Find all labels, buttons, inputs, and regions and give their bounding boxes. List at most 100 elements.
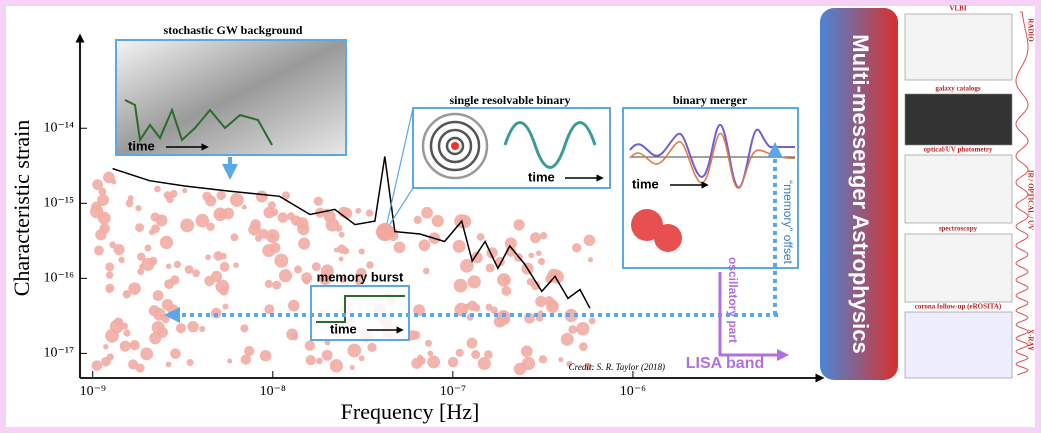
source-dot xyxy=(264,279,273,288)
source-dot xyxy=(182,187,188,194)
source-dot xyxy=(337,244,347,254)
source-dot xyxy=(520,345,533,358)
source-dot xyxy=(173,260,182,269)
source-dot xyxy=(123,329,131,337)
source-dot xyxy=(304,340,316,351)
source-dot xyxy=(215,279,230,294)
source-dot xyxy=(103,171,115,184)
source-dot xyxy=(233,262,239,268)
source-dot xyxy=(587,257,594,263)
source-dot xyxy=(564,308,578,323)
x-label: Frequency [Hz] xyxy=(341,399,480,424)
source-dot xyxy=(588,317,596,325)
source-dot xyxy=(156,326,168,338)
source-dot xyxy=(135,205,142,212)
source-dot xyxy=(501,285,512,296)
source-dot xyxy=(547,268,561,282)
source-dot xyxy=(321,349,333,361)
source-dot xyxy=(216,190,226,201)
source-dot xyxy=(241,204,247,210)
source-dot xyxy=(418,239,431,252)
side-panels: VLBI galaxy catalogs optical/UV photometry… xyxy=(904,5,1034,379)
y-tick-label: 10⁻¹⁷ xyxy=(44,346,75,361)
source-dot xyxy=(159,235,174,250)
source-dot xyxy=(199,325,206,333)
source-dot xyxy=(165,263,172,270)
inset-wave xyxy=(316,295,405,323)
source-dot xyxy=(537,310,544,316)
source-dot xyxy=(92,179,103,191)
source-dot xyxy=(413,215,422,225)
source-dot xyxy=(338,231,345,238)
mm-banner xyxy=(820,8,898,380)
source-dot xyxy=(175,323,186,334)
source-dot xyxy=(164,279,174,290)
source-dot xyxy=(118,256,125,264)
source-dot xyxy=(313,196,323,206)
panel xyxy=(904,233,1013,303)
source-dot xyxy=(455,348,464,357)
source-dot xyxy=(292,334,299,341)
spectrum-wave xyxy=(1015,11,1029,376)
source-dot xyxy=(97,211,111,225)
inset-wave xyxy=(629,124,795,189)
binary-source xyxy=(376,223,394,241)
source-dot xyxy=(297,222,310,236)
inset-title: stochastic GW background xyxy=(164,23,303,37)
source-dot xyxy=(356,267,367,279)
y-label: Characteristic strain xyxy=(9,120,34,297)
source-dot xyxy=(529,232,541,244)
source-dot xyxy=(584,362,593,371)
source-dot xyxy=(206,222,215,232)
source-dot xyxy=(277,212,289,223)
y-tick-label: 10⁻¹⁵ xyxy=(44,196,75,211)
source-dot xyxy=(355,207,362,214)
source-dot xyxy=(106,353,114,361)
source-dot xyxy=(421,206,433,219)
source-dot xyxy=(192,269,200,278)
spiral xyxy=(421,112,489,180)
source-dot xyxy=(536,250,542,256)
panel-label: VLBI xyxy=(949,5,966,13)
inset-title: single resolvable binary xyxy=(449,93,570,107)
source-dot xyxy=(250,219,261,230)
panel-label: optical/UV photometry xyxy=(924,146,993,154)
source-dot xyxy=(452,239,466,253)
source-dot xyxy=(546,300,559,314)
source-dot xyxy=(161,299,174,311)
x-tick-label: 10⁻⁹ xyxy=(80,384,106,399)
source-dot xyxy=(471,350,481,360)
source-dot xyxy=(105,271,114,279)
x-tick-label: 10⁻⁷ xyxy=(440,384,466,399)
source-dot xyxy=(137,252,146,261)
source-dot xyxy=(526,277,535,286)
source-dot xyxy=(240,354,252,365)
source-dot xyxy=(161,315,170,324)
source-dot xyxy=(349,364,355,371)
source-dot xyxy=(202,191,212,202)
panel-label: corona follow-up (eROSITA) xyxy=(915,303,1002,311)
source-dot xyxy=(264,304,275,315)
source-dot xyxy=(537,257,546,266)
source-dot xyxy=(93,245,104,256)
time-label: time xyxy=(330,321,357,336)
source-dot xyxy=(490,306,498,314)
source-dot xyxy=(213,251,223,261)
credit: Credit: S. R. Taylor (2018) xyxy=(569,362,665,372)
band-label: RADIO xyxy=(1026,18,1034,42)
source-dot xyxy=(393,241,406,254)
source-dot xyxy=(222,303,229,310)
source-dot xyxy=(119,340,131,352)
source-dot xyxy=(137,267,145,276)
source-dot xyxy=(140,347,154,361)
source-dot xyxy=(485,263,495,273)
inset-wave xyxy=(629,132,796,189)
source-dot xyxy=(485,303,493,311)
source-dot xyxy=(91,360,103,371)
source-dot xyxy=(298,237,311,250)
time-label: time xyxy=(632,176,659,191)
source-dot xyxy=(105,328,119,343)
source-dot xyxy=(95,229,107,241)
source-dot xyxy=(105,262,115,272)
star xyxy=(451,142,459,150)
